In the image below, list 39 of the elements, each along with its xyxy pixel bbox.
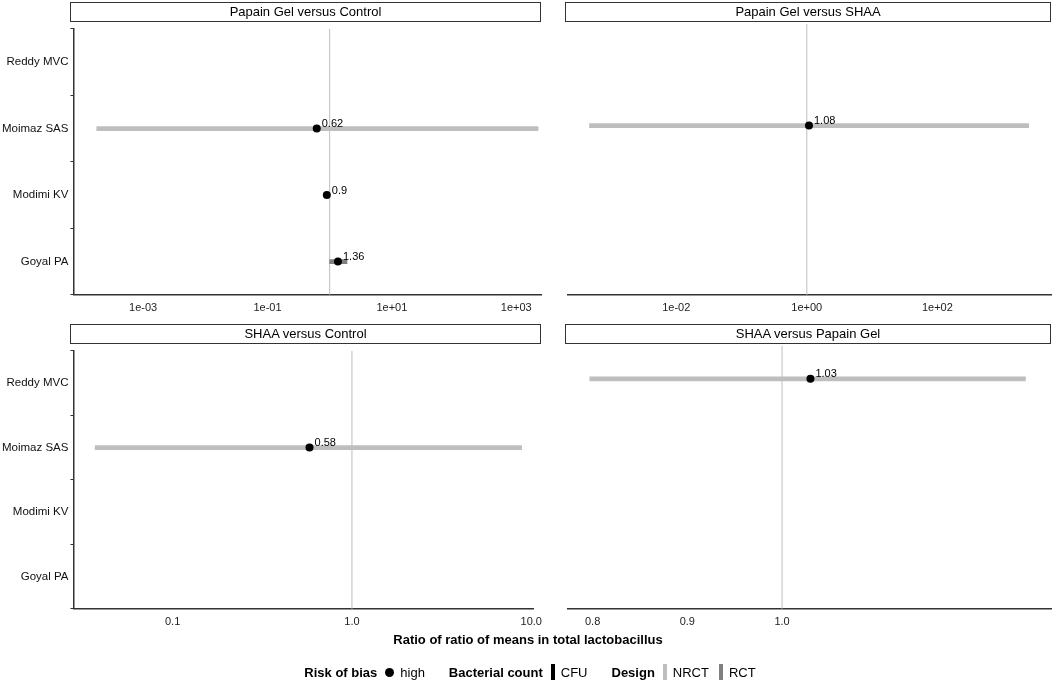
x-tick-label: 0.8 bbox=[584, 615, 601, 628]
x-tick-label: 1e+00 bbox=[791, 301, 823, 314]
x-tick-label: 10.0 bbox=[520, 615, 542, 628]
text: NRCT bbox=[672, 664, 709, 680]
y-tick-label: Modimi KV bbox=[12, 505, 69, 518]
y-tick-label: Moimaz SAS bbox=[1, 440, 69, 453]
y-tick-label: Goyal PA bbox=[20, 254, 69, 267]
y-tick-label: Goyal PA bbox=[20, 569, 69, 582]
chart-title: SHAA versus Papain Gel bbox=[565, 324, 1051, 344]
x-tick-label: 0.1 bbox=[164, 615, 181, 628]
chart-title: Papain Gel versus SHAA bbox=[565, 2, 1051, 22]
data-label: 1.36 bbox=[342, 250, 365, 263]
x-tick-label: 1.0 bbox=[774, 615, 790, 628]
text: RCT bbox=[728, 664, 756, 680]
text: CFU bbox=[560, 664, 588, 680]
data-label: 0.58 bbox=[314, 436, 336, 449]
x-tick-label: 1e-02 bbox=[662, 301, 691, 314]
chart-title: Papain Gel versus Control bbox=[70, 2, 541, 22]
x-tick-label: 1e+02 bbox=[921, 301, 953, 314]
chart-title: SHAA versus Control bbox=[70, 324, 541, 344]
text: high bbox=[400, 664, 425, 680]
x-tick-label: 1e+03 bbox=[500, 301, 532, 314]
data-label: 1.03 bbox=[815, 367, 837, 380]
x-tick-label: 1e-01 bbox=[253, 301, 282, 314]
text: Ratio of ratio of means in total lactobacillus bbox=[392, 632, 664, 647]
y-tick-label: Reddy MVC bbox=[6, 55, 69, 68]
text: Risk of bias bbox=[304, 664, 378, 680]
data-label: 0.9 bbox=[331, 183, 348, 196]
x-tick-label: 0.9 bbox=[679, 615, 695, 628]
data-label: 1.08 bbox=[813, 114, 836, 127]
text: Bacterial count bbox=[448, 664, 543, 680]
text: Design bbox=[611, 664, 655, 680]
y-tick-label: Modimi KV bbox=[12, 188, 69, 201]
x-tick-label: 1e-03 bbox=[129, 301, 158, 314]
x-tick-label: 1e+01 bbox=[376, 301, 408, 314]
data-label: 0.62 bbox=[321, 117, 344, 130]
y-tick-label: Reddy MVC bbox=[6, 376, 69, 389]
y-tick-label: Moimaz SAS bbox=[1, 121, 69, 134]
x-tick-label: 1.0 bbox=[344, 615, 360, 628]
